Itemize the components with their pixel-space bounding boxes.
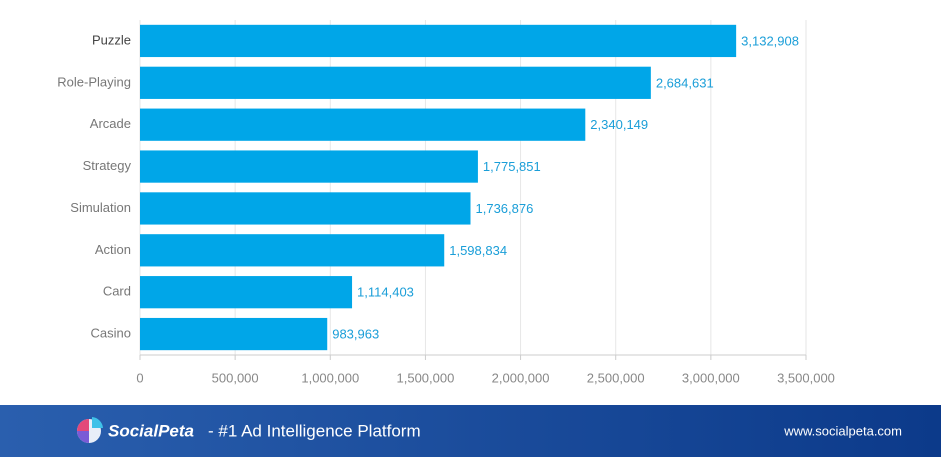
value-label: 983,963	[332, 327, 379, 342]
y-tick-label: Role-Playing	[57, 74, 131, 89]
y-tick-label: Simulation	[70, 200, 131, 215]
x-tick-label: 1,500,000	[397, 370, 455, 385]
y-tick-label: Puzzle	[92, 32, 131, 47]
y-tick-label: Card	[103, 284, 131, 299]
y-tick-label: Arcade	[90, 116, 131, 131]
logo	[77, 417, 103, 443]
logo-segment	[92, 417, 103, 428]
value-label: 1,598,834	[449, 243, 507, 258]
brand: SocialPeta	[108, 421, 194, 440]
x-tick-label: 500,000	[212, 370, 259, 385]
value-label: 2,340,149	[590, 117, 648, 132]
bar	[140, 276, 353, 309]
tagline: - #1 Ad Intelligence Platform	[208, 421, 421, 440]
value-label: 2,684,631	[656, 75, 714, 90]
value-label: 3,132,908	[741, 33, 799, 48]
x-tick-label: 2,000,000	[492, 370, 550, 385]
x-tick-label: 2,500,000	[587, 370, 645, 385]
x-tick-label: 3,500,000	[777, 370, 835, 385]
url: www.socialpeta.com	[783, 423, 902, 438]
value-label: 1,736,876	[476, 201, 534, 216]
bar	[140, 150, 478, 183]
bar	[140, 24, 737, 58]
y-tick-label: Action	[95, 242, 131, 257]
footer-band	[0, 405, 941, 457]
bar	[140, 234, 445, 267]
bar	[140, 108, 586, 141]
x-tick-label: 3,000,000	[682, 370, 740, 385]
x-tick-label: 1,000,000	[301, 370, 359, 385]
value-label: 1,114,403	[357, 285, 414, 300]
x-tick-label: 0	[136, 370, 143, 385]
y-tick-label: Casino	[91, 326, 131, 341]
logo-segment	[77, 419, 89, 431]
plot: 0 500,000 1,000,000 1,500,000 2,000,000 2,500…	[57, 20, 835, 385]
value-label: 1,775,851	[483, 159, 541, 174]
bar	[140, 66, 651, 99]
bar	[140, 317, 328, 351]
y-tick-label: Strategy	[83, 158, 132, 173]
bar	[140, 192, 471, 225]
logo-segment	[77, 431, 89, 443]
